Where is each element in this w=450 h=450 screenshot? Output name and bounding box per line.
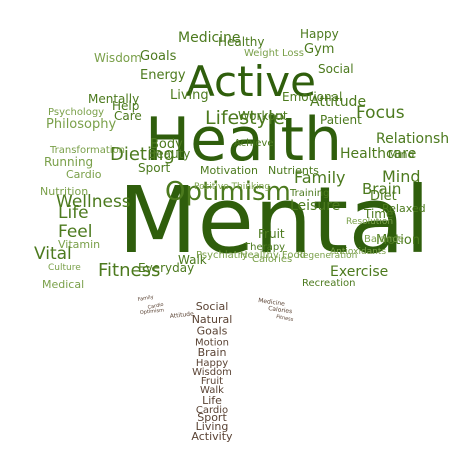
- canopy-word: Motion: [376, 233, 420, 248]
- canopy-word: Resolution: [346, 217, 393, 227]
- canopy-word: Nutrition: [40, 185, 88, 198]
- canopy-word: Exercise: [330, 264, 388, 280]
- canopy-word: Patient: [320, 113, 362, 127]
- canopy-word: Care: [114, 109, 142, 123]
- root-word: Family: [137, 294, 154, 303]
- canopy-word: Mental: [118, 167, 430, 274]
- canopy-word: Mentally: [88, 92, 139, 106]
- canopy-word: Cardio: [66, 168, 102, 181]
- canopy-word: Time: [363, 207, 393, 221]
- canopy-word: Beauty: [148, 147, 190, 161]
- root-word: Optimism: [140, 307, 165, 316]
- canopy-word: Active: [186, 57, 316, 106]
- trunk-word: Fruit: [201, 376, 223, 387]
- canopy-word: Psychology: [48, 107, 104, 118]
- trunk-word: Social: [196, 300, 229, 313]
- canopy-word: Health: [145, 105, 342, 175]
- canopy-word: Healthy: [218, 35, 265, 49]
- canopy-word: Feel: [58, 222, 93, 242]
- canopy-word: Transformation: [49, 145, 125, 156]
- trunk-word: Activity: [191, 430, 233, 443]
- canopy-word: Positive Thinking: [194, 182, 270, 192]
- canopy-word: Fruit: [258, 227, 285, 241]
- canopy-word: Relaxed: [382, 202, 426, 215]
- trunk-word: Living: [196, 420, 229, 433]
- canopy-word: Wellness: [56, 192, 131, 212]
- trunk-word: Life: [202, 394, 222, 407]
- root-word: Calories: [268, 305, 293, 315]
- canopy-word: Balance: [364, 234, 404, 245]
- root-word: Fitness: [276, 314, 294, 323]
- canopy-word: Recreation: [302, 278, 355, 289]
- canopy-word: Fitness: [98, 260, 160, 281]
- trunk-word: Happy: [196, 358, 228, 369]
- trunk-word: Walk: [200, 385, 224, 396]
- canopy-word: Family: [294, 168, 345, 187]
- canopy-word: Dieting: [110, 144, 175, 165]
- canopy-word: Therapy: [243, 242, 285, 253]
- canopy-word: Brain: [362, 180, 401, 198]
- canopy-word: Wisdom: [94, 51, 142, 65]
- trunk-word: Cardio: [196, 405, 228, 416]
- canopy-word: Medical: [42, 278, 84, 291]
- canopy-word: Vital: [34, 244, 72, 264]
- canopy-word: Mind: [388, 148, 415, 161]
- trunk-word: Natural: [192, 313, 233, 326]
- canopy-word: Goals: [140, 49, 177, 64]
- canopy-word: Healthy Food: [240, 250, 306, 261]
- root-word: Cardio: [147, 302, 164, 311]
- canopy-word: Weight Loss: [244, 48, 304, 59]
- canopy-word: Optimism: [165, 177, 291, 207]
- canopy-word: Vitamin: [58, 238, 100, 251]
- canopy-word: Relationship: [376, 131, 450, 147]
- canopy-word: Help: [112, 99, 139, 113]
- canopy-word: Life: [58, 203, 89, 223]
- trunk-word: Wisdom: [192, 367, 232, 378]
- canopy-word: Diet: [370, 189, 397, 204]
- trunk-word: Sport: [197, 411, 227, 424]
- trunk-word: Brain: [198, 346, 227, 359]
- canopy-word: Regeneration: [297, 251, 357, 261]
- canopy-word: Leisure: [290, 198, 340, 214]
- canopy-word: Lifestyle: [205, 107, 285, 129]
- canopy-word: Emotional: [282, 90, 342, 104]
- canopy-word: Motivation: [200, 164, 258, 177]
- canopy-word: Gym: [304, 42, 334, 57]
- canopy-word: Social: [318, 62, 354, 76]
- canopy-word: Philosophy: [46, 117, 116, 132]
- canopy-word: Focus: [356, 103, 405, 123]
- canopy-word: Psychiatry: [196, 250, 248, 261]
- canopy-word: Happy: [300, 27, 339, 41]
- trunk-word: Goals: [197, 325, 228, 338]
- canopy-word: Calories: [252, 254, 292, 265]
- root-word: Medicine: [258, 297, 286, 308]
- canopy-word: Achieve: [234, 138, 274, 149]
- canopy-word: Living: [170, 88, 209, 103]
- root-word: Attitude: [169, 310, 194, 320]
- canopy-word: Workout: [238, 109, 288, 123]
- canopy-word: Attitude: [310, 94, 366, 110]
- canopy-word: Walk: [178, 253, 207, 267]
- canopy-word: Everyday: [138, 261, 194, 275]
- canopy-word: Energy: [140, 68, 186, 83]
- canopy-word: Antioxidants: [330, 247, 386, 257]
- canopy-word: Medicine: [178, 30, 241, 46]
- canopy-word: Mind: [382, 167, 421, 186]
- canopy-word: Culture: [48, 263, 81, 273]
- trunk-word: Motion: [195, 337, 229, 348]
- canopy-word: Nutrients: [268, 164, 319, 177]
- canopy-word: Body: [150, 137, 183, 152]
- canopy-word: Training: [289, 188, 329, 199]
- tree-trunk: SocialNaturalGoalsMotionBrainHappyWisdom…: [191, 300, 233, 443]
- canopy-word: Healthcare: [340, 146, 416, 162]
- canopy-word: Sport: [138, 161, 171, 175]
- canopy-word: Running: [44, 155, 93, 169]
